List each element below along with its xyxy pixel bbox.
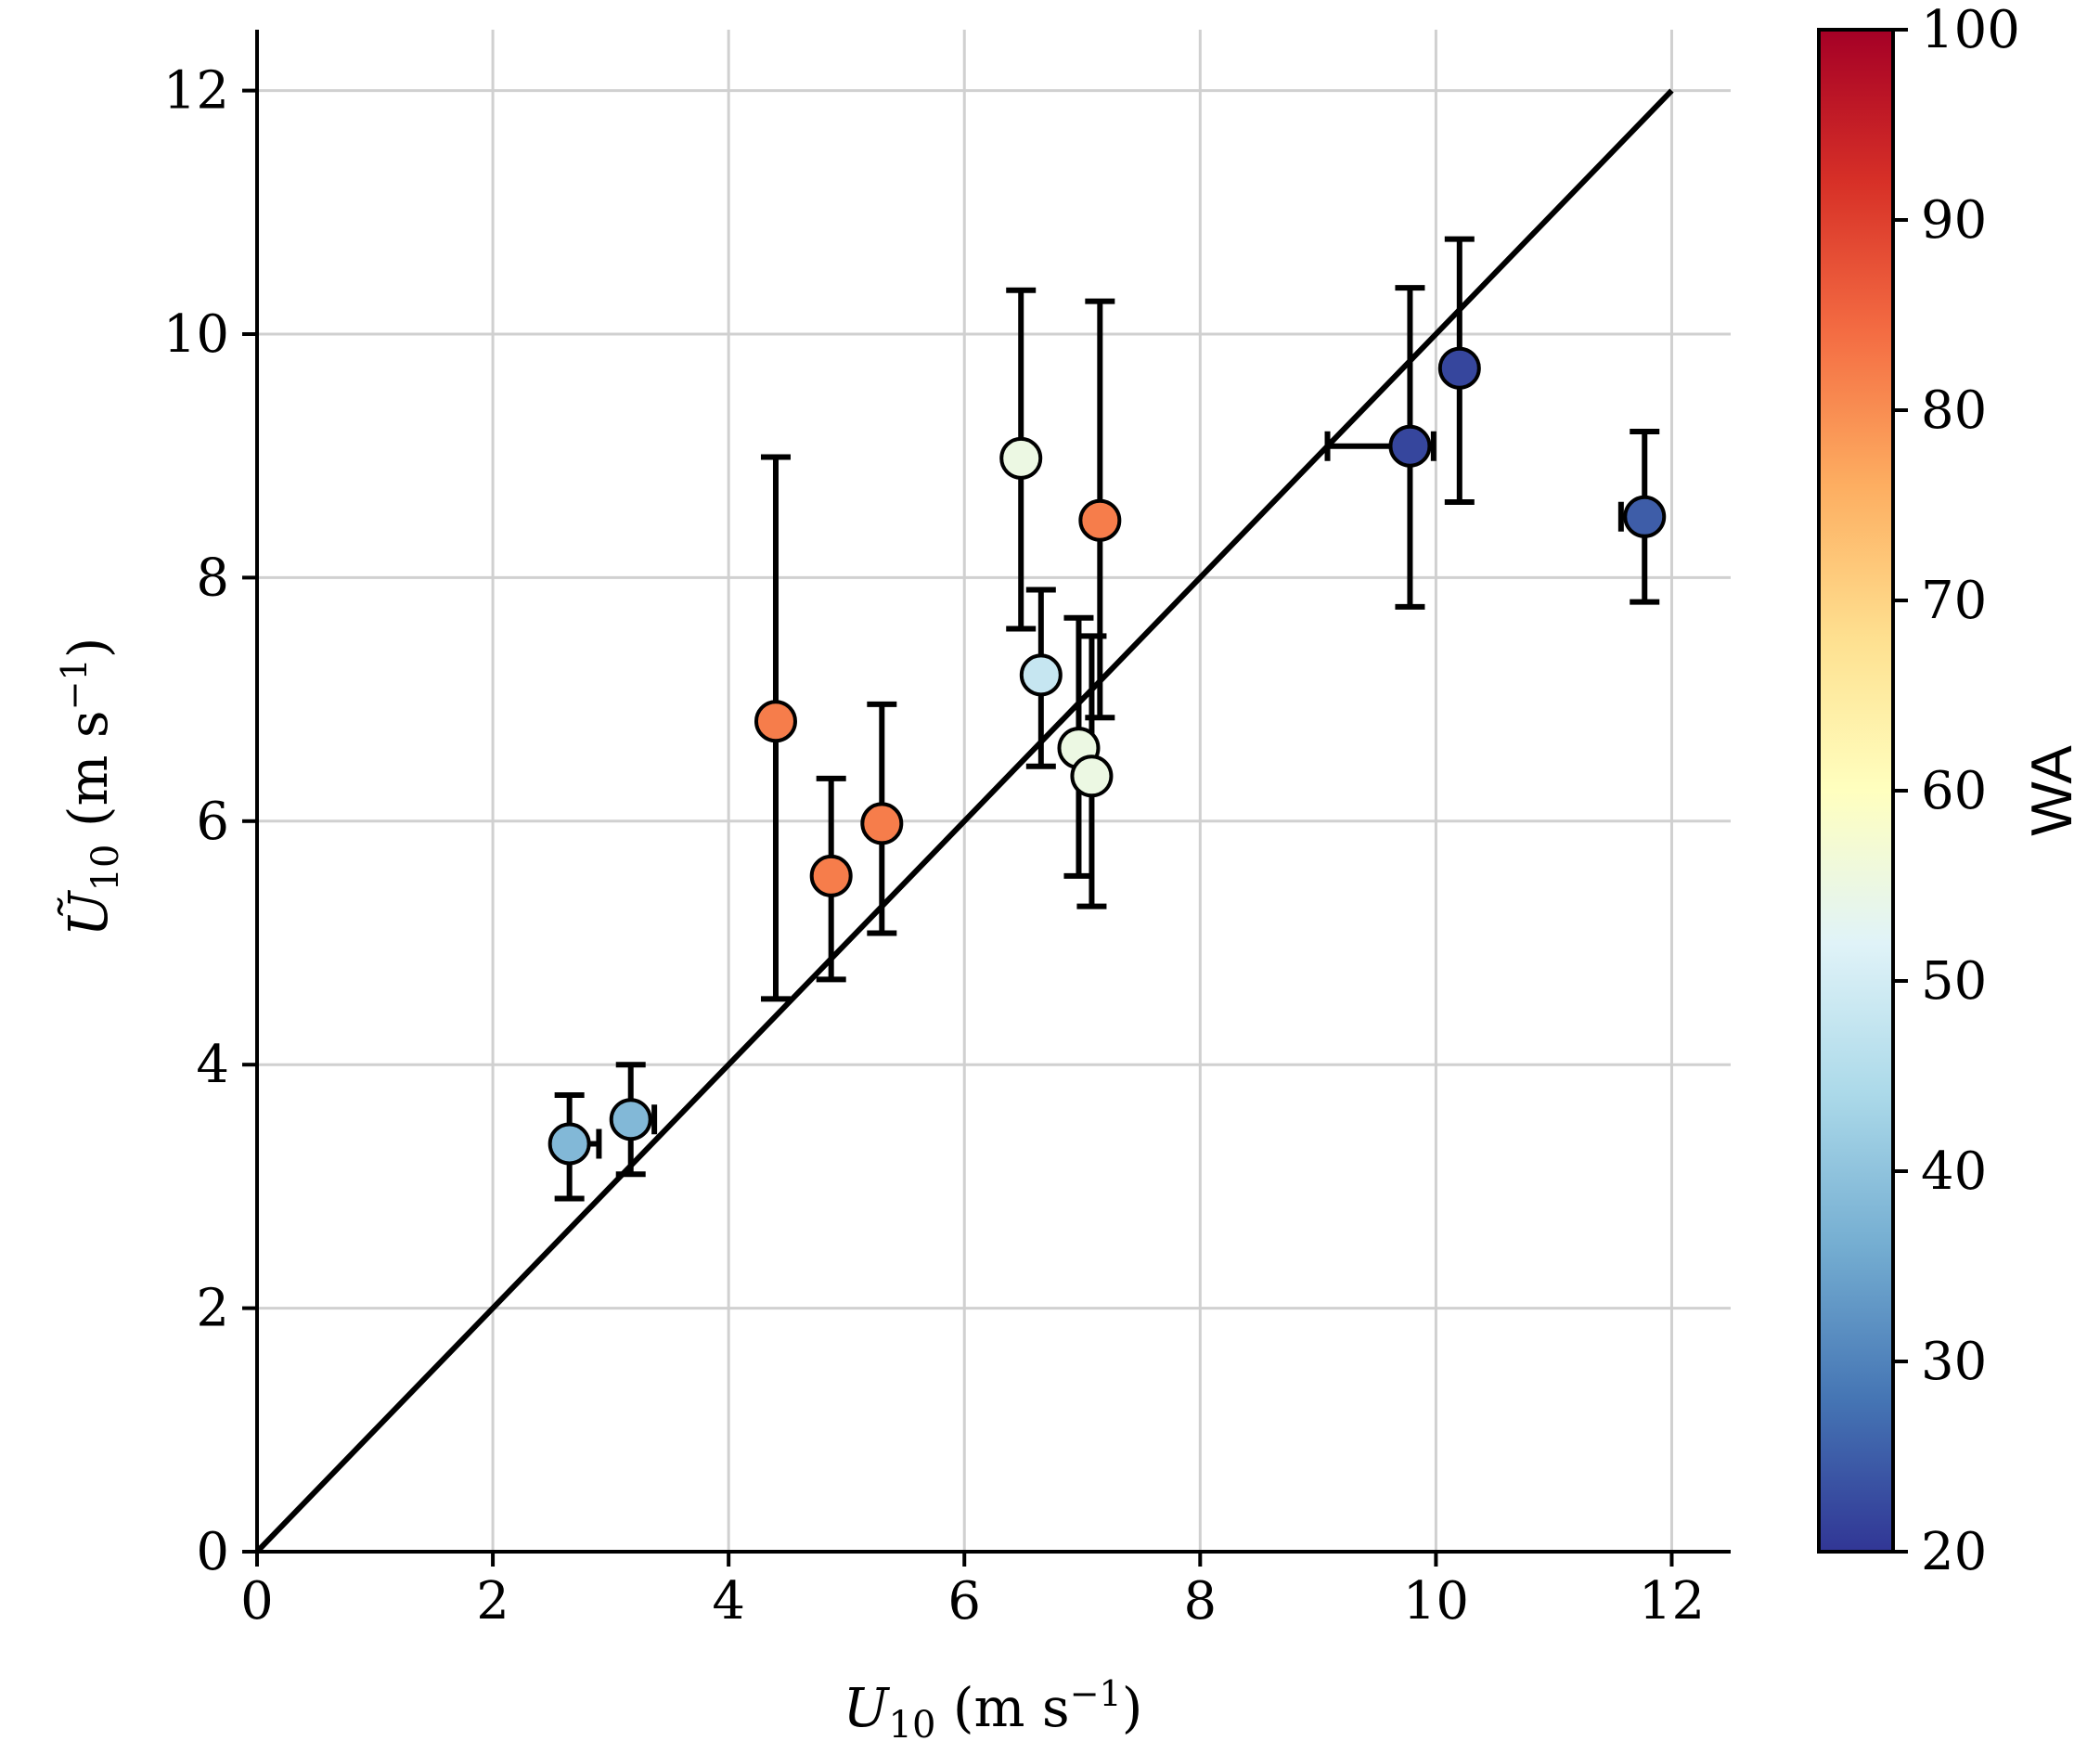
colorbar [1817,28,1895,1554]
data-point [1070,754,1114,798]
data-point [1437,346,1481,390]
x-tick-label: 2 [476,1571,509,1631]
y-tick-label: 4 [196,1035,229,1095]
colorbar-tick-label: 70 [1921,571,1987,631]
y-tick-label: 0 [196,1522,229,1582]
colorbar-label: WA [2020,745,2084,836]
reference-line [254,88,1674,1554]
colorbar-tick-label: 40 [1921,1141,1987,1202]
data-point [609,1098,652,1141]
colorbar-tick-label: 100 [1921,0,2020,60]
data-point [1388,424,1432,468]
data-point [860,802,904,845]
x-tick-label: 8 [1183,1571,1217,1631]
x-tick-label: 4 [712,1571,745,1631]
colorbar-tick-label: 30 [1921,1332,1987,1392]
grid-lines [255,30,1731,1554]
tick-labels: 0 2 4 6 8 10 12 0 2 4 6 8 10 12 [163,61,1705,1631]
colorbar-tick-label: 80 [1921,380,1987,441]
y-tick-label: 12 [163,61,229,122]
colorbar-tick-label: 50 [1921,951,1987,1012]
x-tick-label: 10 [1403,1571,1469,1631]
data-point [999,436,1043,480]
x-axis-label: U10 (m s−1) [844,1673,1143,1747]
axes [242,30,1731,1567]
data-point [1078,498,1122,542]
y-tick-label: 6 [196,792,229,852]
data-point [809,854,853,897]
colorbar-tick-label: 60 [1921,761,1987,821]
colorbar-tick-label: 90 [1921,190,1987,251]
y-tick-label: 2 [196,1279,229,1339]
y-tick-label: 8 [196,548,229,608]
x-tick-label: 0 [240,1571,274,1631]
x-tick-label: 6 [947,1571,981,1631]
error-bars [554,236,1660,1202]
x-tick-label: 12 [1639,1571,1705,1631]
data-points [548,346,1667,1166]
data-point [548,1122,591,1166]
colorbar-tick-label: 20 [1921,1522,1987,1582]
data-point [1623,495,1667,538]
y-tick-label: 10 [163,304,229,365]
colorbar-ticks: 20 30 40 50 60 70 80 90 100 [1893,0,2020,1582]
data-point [1019,653,1063,697]
y-axis-label: Ũ10 (m s−1) [54,638,127,937]
data-point [754,700,797,743]
one-to-one-line [254,88,1674,1554]
